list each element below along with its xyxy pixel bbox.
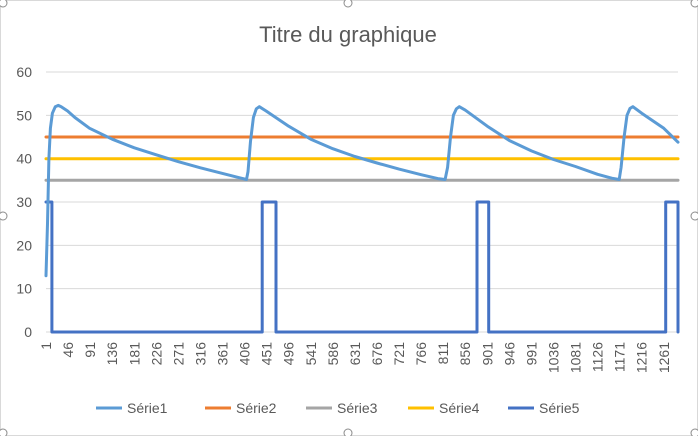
legend-label: Série2 — [236, 400, 277, 416]
x-tick-label: 721 — [391, 342, 407, 366]
x-tick-label: 496 — [281, 342, 297, 366]
x-tick-label: 1171 — [612, 342, 628, 372]
legend-item-1[interactable]: Série1 — [96, 400, 168, 416]
x-tick-label: 406 — [237, 342, 253, 366]
x-tick-label: 946 — [501, 342, 517, 366]
x-tick-label: 1 — [38, 342, 54, 350]
resize-handle-top-left[interactable] — [0, 0, 8, 8]
y-tick-label: 60 — [16, 64, 32, 80]
x-tick-label: 1216 — [634, 342, 650, 373]
legend-item-5[interactable]: Série5 — [508, 400, 580, 416]
legend-item-2[interactable]: Série2 — [205, 400, 277, 416]
x-tick-label: 631 — [347, 342, 363, 366]
series-line-5[interactable] — [44, 200, 680, 334]
legend-label: Série4 — [439, 400, 480, 416]
x-tick-label: 361 — [215, 342, 231, 366]
x-tick-label: 271 — [170, 342, 186, 366]
x-tick-label: 136 — [104, 342, 120, 366]
x-axis: 1 46 91 136 181 226 271 316 361 406 451 496 541 586 63… — [38, 342, 672, 373]
chart-title: Titre du graphique — [259, 22, 437, 47]
resize-handle-top[interactable] — [343, 0, 353, 8]
resize-handle-bottom-left[interactable] — [0, 428, 8, 436]
x-tick-label: 991 — [523, 342, 539, 366]
y-tick-label: 10 — [16, 281, 32, 297]
legend-label: Série3 — [337, 400, 378, 416]
x-tick-label: 541 — [303, 342, 319, 366]
resize-handle-bottom[interactable] — [343, 428, 353, 436]
x-tick-label: 226 — [148, 342, 164, 366]
legend-item-3[interactable]: Série3 — [306, 400, 378, 416]
series-lines — [44, 103, 680, 334]
y-tick-label: 0 — [24, 324, 32, 340]
resize-handle-left[interactable] — [0, 211, 8, 221]
y-tick-label: 40 — [16, 151, 32, 167]
x-tick-label: 316 — [192, 342, 208, 366]
x-tick-label: 1261 — [656, 342, 672, 373]
y-tick-label: 50 — [16, 107, 32, 123]
legend-label: Série1 — [127, 400, 168, 416]
resize-handle-right[interactable] — [690, 211, 698, 221]
y-axis: 0 10 20 30 40 50 60 — [16, 64, 32, 340]
x-tick-label: 586 — [325, 342, 341, 366]
x-tick-label: 676 — [369, 342, 385, 366]
x-tick-label: 1081 — [568, 342, 584, 373]
x-tick-label: 1126 — [590, 342, 606, 372]
x-tick-label: 1036 — [545, 342, 561, 373]
y-tick-label: 20 — [16, 237, 32, 253]
resize-handle-bottom-right[interactable] — [690, 428, 698, 436]
x-tick-label: 811 — [435, 342, 451, 365]
x-tick-label: 856 — [457, 342, 473, 366]
legend-item-4[interactable]: Série4 — [408, 400, 480, 416]
resize-handle-top-right[interactable] — [690, 0, 698, 8]
legend-label: Série5 — [539, 400, 580, 416]
x-tick-label: 451 — [259, 342, 275, 366]
legend: Série1 Série2 Série3 Série4 Série5 — [96, 400, 580, 416]
series-line-1[interactable] — [44, 103, 680, 278]
x-tick-label: 46 — [60, 342, 76, 358]
x-tick-label: 181 — [126, 342, 142, 366]
x-tick-label: 91 — [82, 342, 98, 358]
y-tick-label: 30 — [16, 194, 32, 210]
x-tick-label: 766 — [413, 342, 429, 366]
x-tick-label: 901 — [479, 342, 495, 366]
